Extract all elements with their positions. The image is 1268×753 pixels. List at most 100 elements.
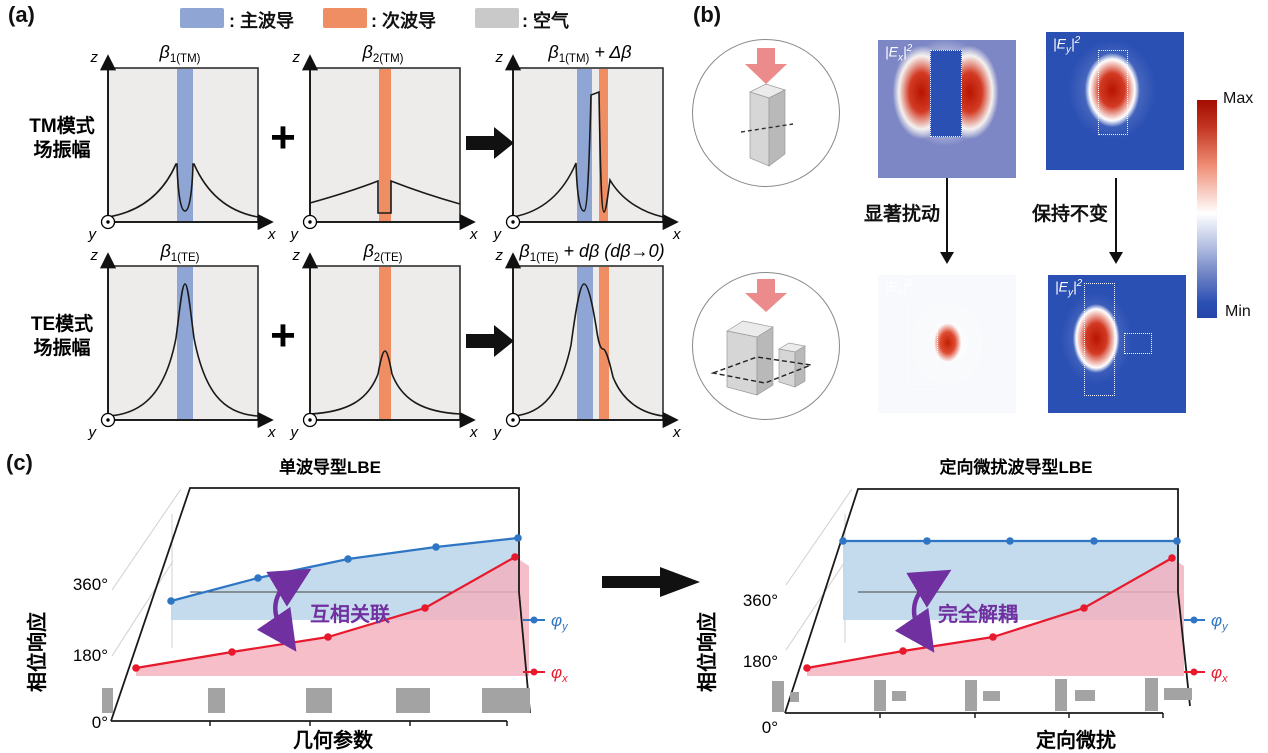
cut-plane-dashed-line	[740, 123, 794, 133]
beta-subscript: 1(TM)	[559, 53, 590, 65]
z-axis-label: z	[292, 247, 301, 264]
beta-subscript: 1(TM)	[170, 53, 201, 65]
y-axis-label: y	[290, 226, 300, 243]
coupling-annotation: 互相关联	[310, 602, 390, 626]
label-sup: 2	[906, 278, 913, 289]
ey-squared-label: |Ey|2	[1055, 278, 1082, 298]
perturbation-label: 显著扰动	[863, 204, 940, 225]
y-axis-label: y	[88, 226, 98, 243]
beta-title-te2: β2(TE)	[362, 241, 402, 264]
ex-squared-label: |Ex|2	[885, 43, 912, 63]
beta-symbol: β	[362, 42, 373, 62]
main-waveguide-stripe	[177, 267, 193, 419]
plot-te-main-waveguide: z x y	[88, 247, 277, 441]
plot-tm-combined: z x y	[493, 49, 682, 243]
beta-symbol: β	[159, 42, 170, 62]
phi-y-points	[839, 537, 1181, 545]
chart-title: 定向微扰波导型LBE	[940, 457, 1093, 477]
plot-tm-main-waveguide: z x y	[88, 49, 277, 243]
y-axis-title: 相位响应	[25, 612, 49, 692]
label-sub: x	[897, 52, 903, 64]
beta-subscript: 2(TM)	[373, 53, 404, 65]
small-block-side-face	[794, 345, 806, 388]
beta-symbol: β	[547, 42, 558, 62]
grid-lines	[111, 488, 182, 657]
main-waveguide-stripe	[177, 69, 193, 221]
ytick-0: 0°	[92, 713, 108, 732]
beta-title-te3: β1(TE) + dβ (dβ→0)	[518, 241, 664, 264]
label-part: |E	[885, 43, 898, 60]
right-arrow-te-icon	[466, 325, 514, 357]
ytick-360: 360°	[73, 575, 108, 594]
tm-row-label-line2: 场振幅	[33, 138, 90, 161]
press-arrow-icon	[745, 48, 787, 84]
y-axis-dot	[106, 418, 110, 422]
label-sup: 2	[906, 43, 913, 54]
ey-intensity-map-perturbed: |Ey|2	[1048, 275, 1186, 413]
grid-lines	[785, 488, 853, 651]
right-arrow-tm-icon	[466, 127, 514, 159]
waveguide-outline	[930, 49, 962, 137]
plot-te-secondary-waveguide: z x y	[290, 247, 479, 441]
small-block-front-face	[778, 348, 796, 388]
phi-symbol: φ	[1211, 611, 1222, 630]
secondary-waveguide-stripe	[599, 267, 609, 419]
phi-sub: x	[561, 673, 568, 685]
te-row-label-line2: 场振幅	[33, 336, 90, 359]
phase-chart-perturbed-waveguide: 定向微扰波导型LBE	[695, 457, 1229, 752]
decoupling-annotation: 完全解耦	[938, 602, 1018, 626]
decoupling-double-arrow-icon	[894, 569, 952, 653]
x-axis-label: x	[672, 226, 681, 243]
ex-intensity-map-single: |Ex|2	[878, 40, 1016, 178]
down-arrow-left-icon	[946, 178, 948, 252]
main-waveguide-outline	[1083, 283, 1115, 396]
perturbation-outline	[960, 335, 981, 352]
colorbar	[1197, 100, 1217, 318]
x-axis-label: x	[267, 424, 276, 441]
phi-sub: x	[1221, 673, 1228, 685]
coupling-double-arrow-icon	[256, 568, 312, 652]
legend-phi-y-label: φy	[1211, 611, 1229, 633]
waveguide-width-glyphs	[102, 688, 530, 713]
legend-label-secondary-waveguide: : 次波导	[371, 11, 436, 31]
legend-phi-y-dot	[1190, 616, 1198, 624]
main-waveguide-stripe	[577, 267, 593, 419]
label-sub: y	[1067, 287, 1073, 299]
label-part: |	[902, 43, 907, 60]
down-arrow-right-head-icon	[1109, 252, 1123, 264]
z-axis-label: z	[90, 49, 99, 66]
legend-label-air: : 空气	[522, 11, 569, 31]
legend-swatch-secondary-waveguide	[323, 8, 367, 28]
te-field-curve	[107, 283, 259, 417]
beta-title-tm1: β1(TM)	[159, 42, 201, 65]
perturbation-outline	[1123, 332, 1153, 355]
y-axis-dot	[308, 220, 312, 224]
chart-title: 单波导型LBE	[279, 457, 381, 477]
pillar-front-face	[749, 91, 770, 167]
beta-rest: + dβ (dβ→0)	[558, 241, 664, 261]
z-axis-label: z	[495, 247, 504, 264]
label-part: |E	[885, 278, 898, 295]
x-axis-title: 几何参数	[293, 728, 374, 752]
y-axis-title: 相位响应	[695, 612, 719, 692]
panel-a-label: (a)	[8, 2, 35, 27]
unchanged-label: 保持不变	[1031, 204, 1108, 225]
pillar-side-face	[768, 89, 786, 167]
perturbation-size-glyphs	[772, 678, 1192, 712]
label-part: |	[902, 278, 907, 295]
panel-b-label: (b)	[693, 2, 722, 27]
phi-symbol: φ	[1211, 663, 1222, 682]
y-axis-dot	[308, 418, 312, 422]
x-axis-label: x	[672, 424, 681, 441]
panel-c-charts: 单波导型LBE	[25, 457, 1229, 752]
press-arrow-icon	[745, 279, 787, 312]
legend-phi-x-label: φx	[1211, 663, 1228, 685]
plot-tm-secondary-waveguide: z x y	[290, 49, 479, 243]
beta-subscript: 1(TE)	[530, 252, 559, 264]
phase-chart-single-waveguide: 单波导型LBE	[25, 457, 569, 752]
tm-field-curve	[309, 179, 461, 214]
beta-rest: + Δβ	[589, 42, 631, 62]
te-field-curve	[309, 350, 461, 415]
panel-c-label: (c)	[6, 450, 33, 475]
beta-symbol: β	[518, 241, 529, 261]
